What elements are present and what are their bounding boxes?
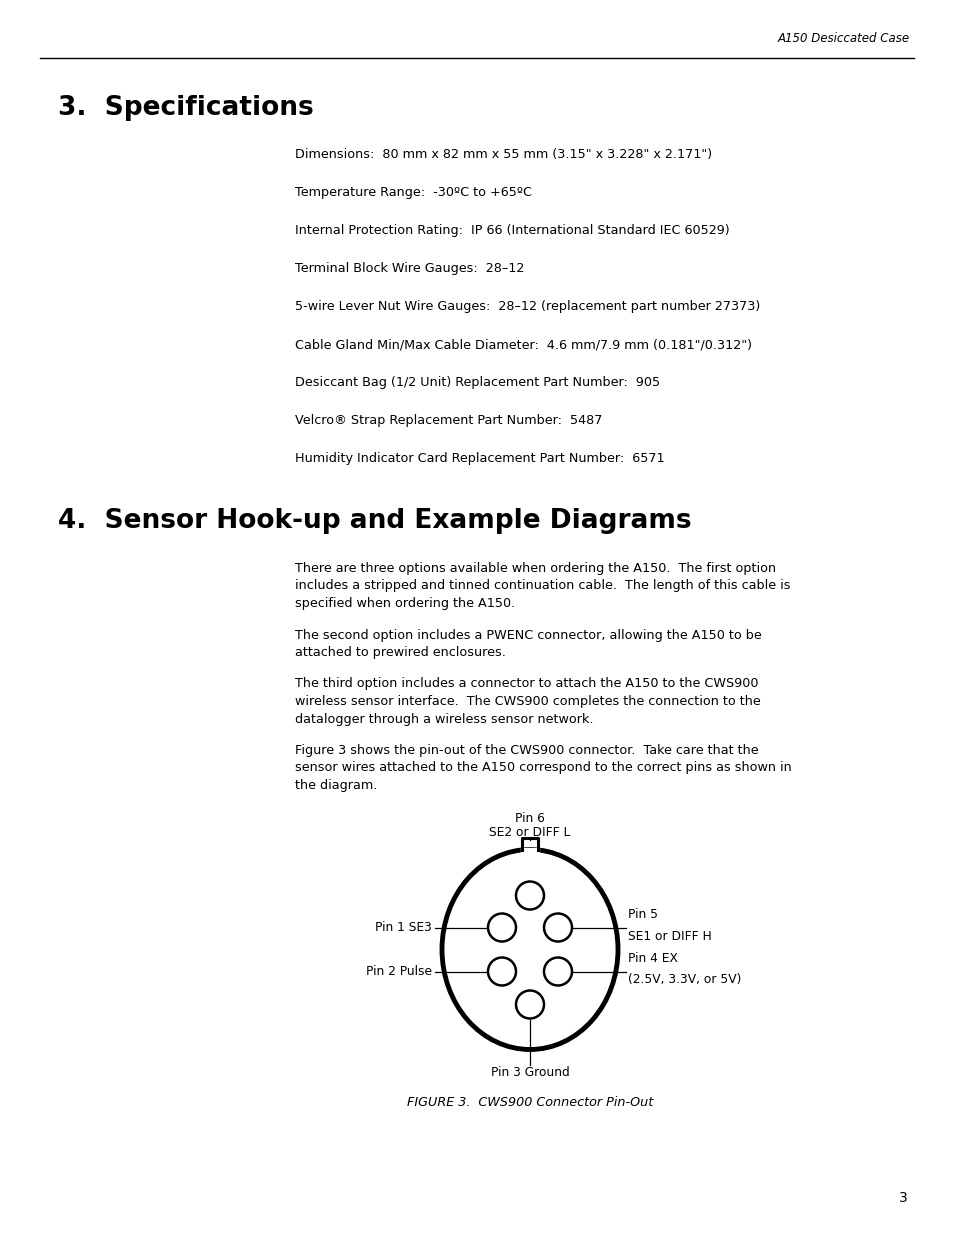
Text: Velcro® Strap Replacement Part Number:  5487: Velcro® Strap Replacement Part Number: 5…	[294, 414, 601, 427]
Text: Temperature Range:  -30ºC to +65ºC: Temperature Range: -30ºC to +65ºC	[294, 186, 532, 199]
Text: wireless sensor interface.  The CWS900 completes the connection to the: wireless sensor interface. The CWS900 co…	[294, 695, 760, 708]
Text: Cable Gland Min/Max Cable Diameter:  4.6 mm/7.9 mm (0.181"/0.312"): Cable Gland Min/Max Cable Diameter: 4.6 …	[294, 338, 751, 351]
Polygon shape	[520, 847, 538, 852]
Text: Pin 6: Pin 6	[515, 811, 544, 825]
Text: Internal Protection Rating:  IP 66 (International Standard IEC 60529): Internal Protection Rating: IP 66 (Inter…	[294, 224, 729, 237]
Text: attached to prewired enclosures.: attached to prewired enclosures.	[294, 646, 505, 659]
Text: (2.5V, 3.3V, or 5V): (2.5V, 3.3V, or 5V)	[627, 973, 740, 987]
Text: specified when ordering the A150.: specified when ordering the A150.	[294, 597, 515, 610]
Text: includes a stripped and tinned continuation cable.  The length of this cable is: includes a stripped and tinned continuat…	[294, 579, 790, 593]
Text: 3.  Specifications: 3. Specifications	[58, 95, 314, 121]
Text: 4.  Sensor Hook-up and Example Diagrams: 4. Sensor Hook-up and Example Diagrams	[58, 508, 691, 534]
Text: Dimensions:  80 mm x 82 mm x 55 mm (3.15" x 3.228" x 2.171"): Dimensions: 80 mm x 82 mm x 55 mm (3.15"…	[294, 148, 711, 161]
Text: 3: 3	[899, 1191, 907, 1205]
Text: 5-wire Lever Nut Wire Gauges:  28–12 (replacement part number 27373): 5-wire Lever Nut Wire Gauges: 28–12 (rep…	[294, 300, 760, 312]
Text: Pin 3 Ground: Pin 3 Ground	[490, 1066, 569, 1078]
Text: Pin 4 EX: Pin 4 EX	[627, 951, 678, 965]
Text: Pin 5: Pin 5	[627, 908, 658, 920]
Text: sensor wires attached to the A150 correspond to the correct pins as shown in: sensor wires attached to the A150 corres…	[294, 762, 791, 774]
Text: Pin 1 SE3: Pin 1 SE3	[375, 921, 432, 934]
Text: A150 Desiccated Case: A150 Desiccated Case	[777, 32, 909, 44]
Text: Desiccant Bag (1/2 Unit) Replacement Part Number:  905: Desiccant Bag (1/2 Unit) Replacement Par…	[294, 375, 659, 389]
Text: Terminal Block Wire Gauges:  28–12: Terminal Block Wire Gauges: 28–12	[294, 262, 524, 275]
Text: Humidity Indicator Card Replacement Part Number:  6571: Humidity Indicator Card Replacement Part…	[294, 452, 664, 466]
Text: SE2 or DIFF L: SE2 or DIFF L	[489, 825, 570, 839]
Text: datalogger through a wireless sensor network.: datalogger through a wireless sensor net…	[294, 713, 593, 725]
Text: SE1 or DIFF H: SE1 or DIFF H	[627, 930, 711, 942]
Text: the diagram.: the diagram.	[294, 779, 377, 792]
Text: The second option includes a PWENC connector, allowing the A150 to be: The second option includes a PWENC conne…	[294, 629, 760, 641]
Text: Pin 2 Pulse: Pin 2 Pulse	[366, 965, 432, 978]
Text: Figure 3 shows the pin-out of the CWS900 connector.  Take care that the: Figure 3 shows the pin-out of the CWS900…	[294, 743, 758, 757]
Text: FIGURE 3.  CWS900 Connector Pin-Out: FIGURE 3. CWS900 Connector Pin-Out	[406, 1095, 653, 1109]
Text: There are three options available when ordering the A150.  The first option: There are three options available when o…	[294, 562, 776, 576]
Text: The third option includes a connector to attach the A150 to the CWS900: The third option includes a connector to…	[294, 678, 758, 690]
